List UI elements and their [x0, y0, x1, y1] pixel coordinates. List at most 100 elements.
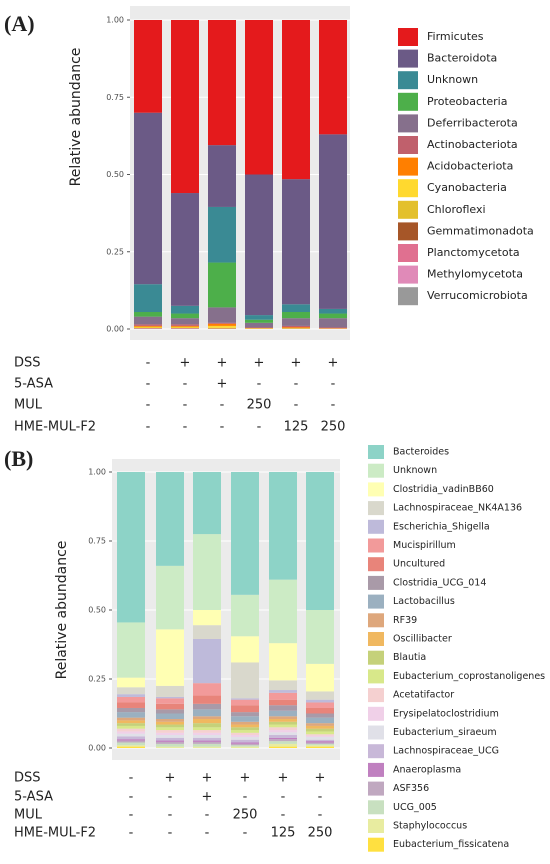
- bar-segment: [134, 312, 162, 317]
- legend-swatch: [398, 287, 418, 306]
- legend-swatch: [368, 819, 384, 833]
- bar-segment: [171, 318, 199, 325]
- treatment-value: 125: [284, 420, 309, 435]
- bar-segment: [117, 696, 145, 703]
- bar-segment: [156, 565, 184, 630]
- legend-label: Lactobacillus: [393, 596, 455, 607]
- bar-segment: [269, 746, 297, 748]
- y-tick-label: 0.75: [106, 93, 124, 102]
- legend-label: UCG_005: [393, 802, 437, 813]
- bar-segment: [231, 742, 259, 744]
- y-tick-label: 0.50: [106, 170, 124, 179]
- bar-segment: [156, 727, 184, 731]
- bar-segment: [117, 720, 145, 724]
- bar-segment: [269, 732, 297, 736]
- legend-label: Mucispirillum: [393, 540, 456, 551]
- bar-segment: [306, 741, 334, 743]
- legend-swatch: [398, 28, 418, 46]
- legend-swatch: [368, 575, 384, 590]
- treatment-value: -: [243, 790, 248, 805]
- bar-segment: [245, 322, 273, 328]
- treatment-value: -: [257, 377, 262, 392]
- legend-swatch: [398, 157, 418, 176]
- bar-segment: [282, 327, 310, 329]
- bar-segment: [269, 716, 297, 720]
- bar-segment: [319, 327, 347, 329]
- bar-segment: [319, 308, 347, 314]
- bar-segment: [269, 710, 297, 717]
- bar-segment: [156, 709, 184, 714]
- bar-segment: [117, 731, 145, 734]
- bar-segment: [282, 312, 310, 319]
- treatment-value: -: [281, 808, 286, 823]
- bar-segment: [306, 472, 334, 610]
- bar-segment: [269, 472, 297, 580]
- treatment-value: 250: [321, 420, 346, 435]
- treatment-value: -: [129, 808, 134, 823]
- bar-segment: [208, 262, 236, 308]
- legend-label: RF39: [393, 615, 417, 626]
- treatment-value: +: [240, 771, 251, 786]
- legend-swatch: [398, 71, 418, 90]
- treatment-value: -: [146, 377, 151, 392]
- bar-segment: [117, 707, 145, 713]
- treatment-value: +: [291, 356, 302, 371]
- legend-swatch: [398, 244, 418, 262]
- bar-segment: [117, 723, 145, 726]
- bar-segment: [231, 727, 259, 731]
- bar-segment: [193, 534, 221, 610]
- y-axis-title: Relative abundance: [68, 48, 84, 187]
- bar-segment: [134, 327, 162, 329]
- bar-segment: [269, 743, 297, 747]
- treatment-label: DSS: [14, 356, 41, 371]
- treatment-label: MUL: [14, 398, 43, 413]
- bar-segment: [269, 737, 297, 740]
- bar-segment: [193, 740, 221, 742]
- legend-swatch: [398, 200, 418, 219]
- bar-segment: [171, 20, 199, 194]
- legend-swatch: [398, 222, 418, 241]
- y-tick-label: 0.75: [88, 537, 106, 546]
- bar-segment: [156, 735, 184, 738]
- treatment-value: -: [168, 790, 173, 805]
- treatment-value: +: [254, 356, 265, 371]
- treatment-value: -: [220, 420, 225, 435]
- bar-segment: [208, 20, 236, 146]
- bar-segment: [208, 322, 236, 324]
- bar-segment: [156, 719, 184, 722]
- bar-segment: [306, 736, 334, 740]
- legend-swatch: [368, 519, 384, 534]
- bar-segment: [231, 736, 259, 740]
- treatment-label: 5-ASA: [14, 377, 53, 392]
- treatment-value: +: [202, 771, 213, 786]
- legend-swatch: [398, 179, 418, 198]
- bar-segment: [193, 716, 221, 720]
- bar-segment: [269, 721, 297, 725]
- bar-segment: [282, 325, 310, 328]
- legend-swatch: [398, 136, 418, 154]
- bar-segment: [171, 305, 199, 314]
- y-tick-label: 0.50: [88, 606, 106, 615]
- treatment-value: -: [318, 808, 323, 823]
- bar-segment: [306, 725, 334, 729]
- legend-label: Lachnospiraceae_UCG: [393, 746, 499, 757]
- treatment-value: -: [294, 398, 299, 413]
- legend-swatch: [368, 837, 384, 852]
- bar-segment: [171, 193, 199, 306]
- bar-segment: [319, 318, 347, 328]
- treatment-value: 250: [233, 808, 258, 823]
- bar-segment: [231, 716, 259, 722]
- bar-segment: [319, 313, 347, 319]
- treatment-value: -: [205, 808, 210, 823]
- bar-segment: [269, 643, 297, 681]
- bar-segment: [269, 730, 297, 733]
- legend-label: Erysipelatoclostridium: [393, 708, 499, 719]
- legend-swatch: [368, 744, 384, 759]
- bar-segment: [156, 721, 184, 725]
- legend-label: Escherichia_Shigella: [393, 521, 490, 532]
- bar-segment: [245, 20, 273, 175]
- bar-segment: [319, 134, 347, 309]
- treatment-value: 125: [271, 826, 296, 841]
- legend-label: Anaeroplasma: [393, 764, 461, 775]
